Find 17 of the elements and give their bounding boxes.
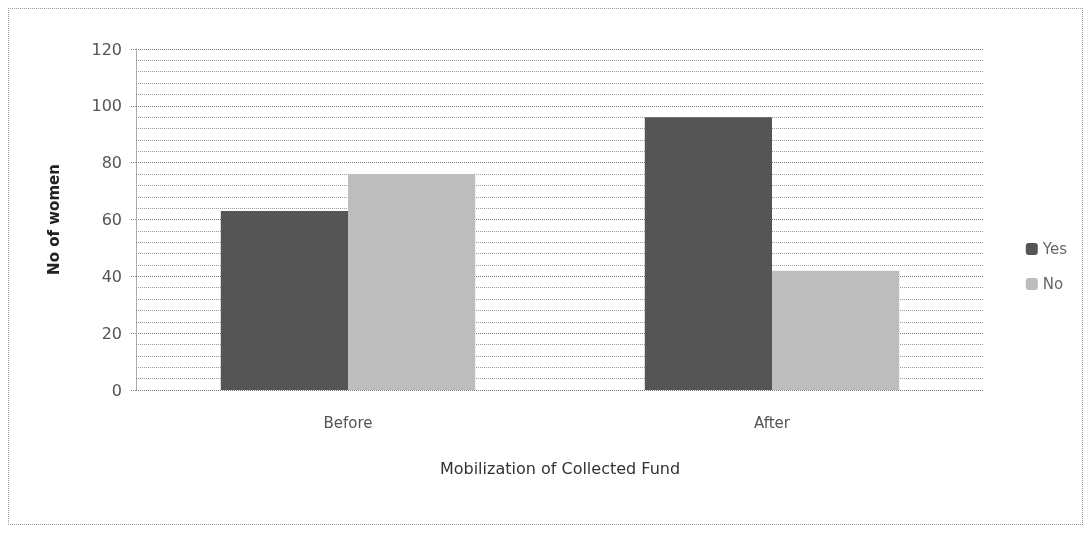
y-tick-label: 80 — [101, 153, 122, 173]
legend-label: Yes — [1041, 240, 1068, 258]
bar — [220, 210, 348, 390]
x-tick-label: Before — [323, 413, 373, 432]
legend-label: No — [1042, 275, 1064, 293]
x-tick-label: After — [753, 413, 791, 432]
bar — [772, 270, 900, 390]
y-tick-label: 100 — [91, 96, 122, 116]
y-axis-title: No of women — [44, 164, 63, 275]
x-axis-title: Mobilization of Collected Fund — [439, 458, 681, 478]
y-tick-label: 60 — [101, 210, 122, 229]
y-tick-label: 0 — [111, 380, 122, 400]
bar — [348, 174, 476, 390]
y-tick-label: 120 — [91, 39, 122, 59]
y-tick-label: 40 — [101, 266, 122, 286]
y-tick-label: 20 — [101, 323, 122, 343]
bar — [644, 117, 772, 390]
